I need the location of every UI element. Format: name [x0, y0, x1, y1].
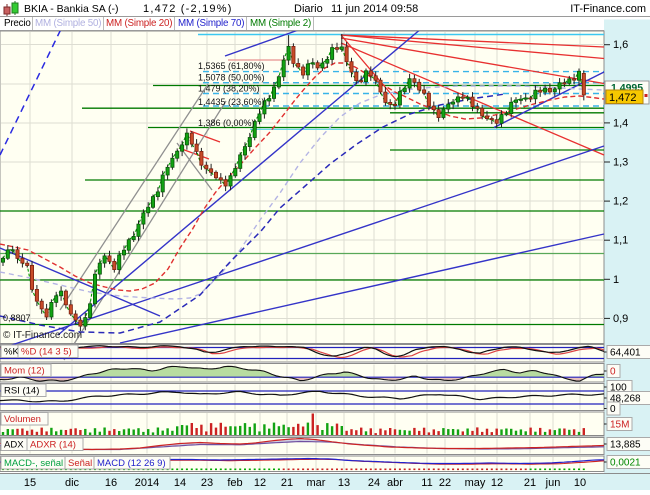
svg-text:mar: mar [307, 477, 326, 489]
svg-text:1,479 (38,20%): 1,479 (38,20%) [198, 84, 260, 94]
svg-text:1: 1 [613, 274, 619, 286]
svg-text:12: 12 [254, 477, 266, 489]
svg-text:may: may [465, 477, 486, 489]
svg-text:RSI (14): RSI (14) [4, 386, 39, 397]
svg-text:1,5078 (50,00%): 1,5078 (50,00%) [198, 73, 265, 83]
svg-text:12: 12 [491, 477, 503, 489]
svg-text:22: 22 [439, 477, 451, 489]
svg-text:13,885: 13,885 [610, 440, 641, 451]
svg-text:© IT-Finance.com: © IT-Finance.com [3, 330, 82, 341]
svg-text:dic: dic [65, 477, 80, 489]
svg-text:21: 21 [281, 477, 293, 489]
svg-text:1,2: 1,2 [613, 196, 628, 208]
svg-text:48,268: 48,268 [610, 394, 641, 405]
svg-text:100: 100 [610, 383, 627, 394]
svg-text:21: 21 [524, 477, 536, 489]
svg-text:0,8807: 0,8807 [3, 313, 31, 323]
svg-text:Volumen: Volumen [4, 414, 41, 425]
svg-text:10: 10 [574, 477, 586, 489]
svg-text:1,5365 (61,80%): 1,5365 (61,80%) [198, 61, 265, 71]
svg-text:15M: 15M [610, 420, 629, 431]
svg-text:1,1: 1,1 [613, 235, 628, 247]
svg-text:64,401: 64,401 [610, 348, 641, 359]
svg-text:abr: abr [387, 477, 403, 489]
svg-text:MACD-, señal: MACD-, señal [4, 458, 63, 469]
svg-text:0: 0 [610, 367, 616, 378]
svg-text:1,6: 1,6 [613, 39, 628, 51]
svg-text:Mom (12): Mom (12) [4, 366, 45, 377]
svg-text:0,9: 0,9 [613, 313, 628, 325]
svg-text:ADXR (14): ADXR (14) [30, 440, 76, 451]
svg-text:24: 24 [368, 477, 380, 489]
svg-text:0,0021: 0,0021 [610, 458, 641, 469]
svg-text:jun: jun [545, 477, 561, 489]
svg-text:Señal: Señal [68, 458, 92, 469]
svg-text:feb: feb [227, 477, 242, 489]
svg-text:23: 23 [201, 477, 213, 489]
svg-text:1,472: 1,472 [609, 92, 637, 104]
svg-text:2014: 2014 [135, 477, 159, 489]
svg-text:11: 11 [421, 477, 432, 489]
svg-text:14: 14 [174, 477, 186, 489]
svg-text:16: 16 [105, 477, 117, 489]
svg-text:%K: %K [4, 347, 19, 358]
svg-text:%D (14 3 5): %D (14 3 5) [21, 347, 72, 358]
svg-text:1,4: 1,4 [613, 117, 628, 129]
svg-text:MACD (12 26 9): MACD (12 26 9) [97, 458, 166, 469]
svg-text:ADX: ADX [4, 440, 24, 451]
svg-text:15: 15 [24, 477, 36, 489]
svg-text:13: 13 [338, 477, 350, 489]
svg-text:0: 0 [610, 404, 616, 415]
svg-text:1,4435 (23,60%): 1,4435 (23,60%) [198, 97, 265, 107]
svg-text:1,386 (0,00%): 1,386 (0,00%) [198, 118, 255, 128]
svg-text:1,3: 1,3 [613, 157, 628, 169]
